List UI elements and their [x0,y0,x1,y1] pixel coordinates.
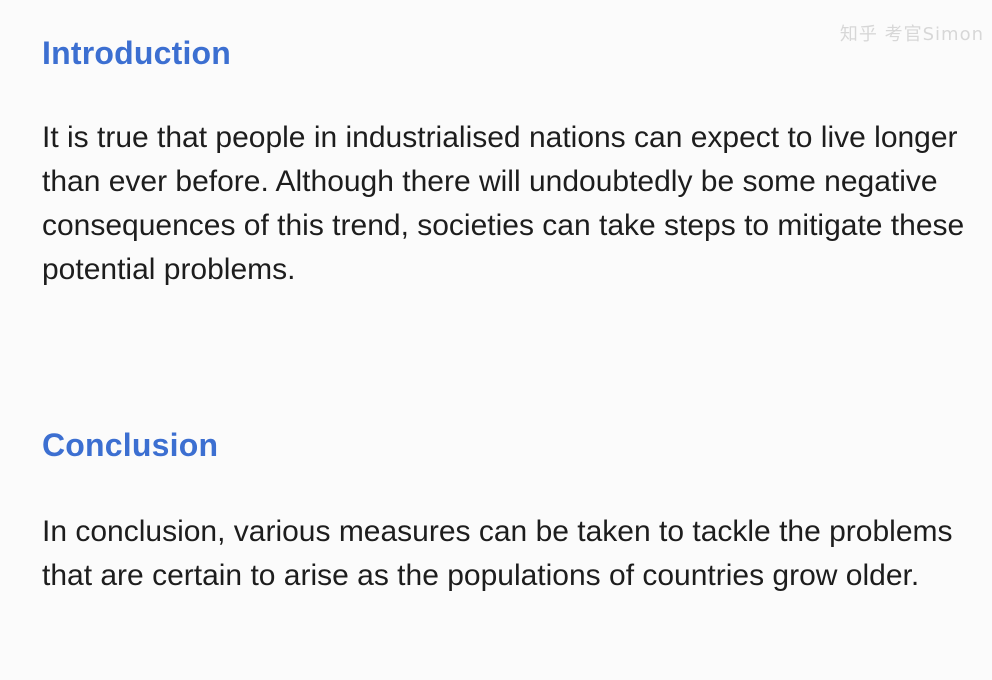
conclusion-heading: Conclusion [42,427,219,463]
conclusion-paragraph: In conclusion, various measures can be t… [42,515,953,592]
introduction-paragraph: It is true that people in industrialised… [42,121,965,286]
watermark: 知乎 考官Simon [839,24,984,45]
introduction-heading: Introduction [42,35,232,71]
